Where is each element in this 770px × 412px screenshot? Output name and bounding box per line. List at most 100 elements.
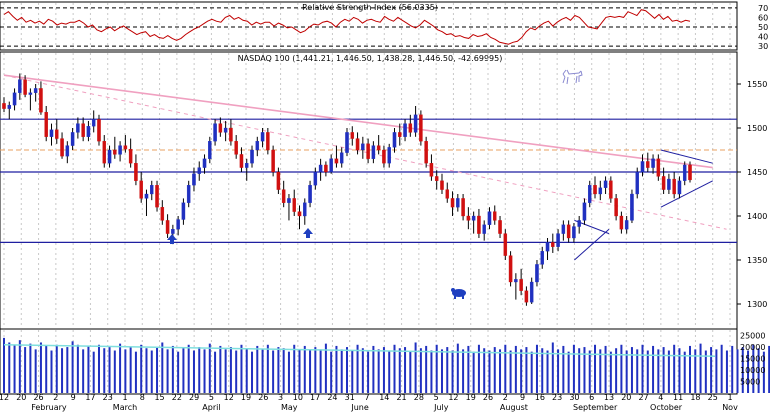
volume-bar [87,345,90,393]
volume-average [3,344,716,358]
candle-body [271,149,275,173]
volume-bar [551,342,554,393]
volume-bar [404,347,407,393]
volume-bar [456,343,459,393]
volume-bar [620,344,623,393]
candle-body [355,138,360,151]
volume-bar [330,351,333,393]
volume-bar [578,348,581,393]
volume-bar [747,350,750,393]
x-day-label: 4 [658,393,663,402]
x-month-label: August [500,403,528,412]
volume-bar [150,350,153,393]
x-day-label: 23 [103,393,113,402]
volume-bar [715,349,718,393]
volume-bar [731,345,734,393]
candle-body [345,132,349,153]
bull-icon [562,69,583,85]
candle-body [107,149,112,164]
bear-icon [451,288,466,299]
volume-bar [414,342,417,393]
candle-body [97,119,101,142]
volume-bar [499,349,502,393]
volume-bar [372,345,375,393]
volume-bar [725,350,728,393]
volume-bar [530,351,533,393]
candle-body [281,189,286,203]
candle-body [561,224,566,234]
volume-bar [277,347,280,393]
x-month-label: October [650,403,683,412]
x-day-label: 19 [466,393,476,402]
volume-bar [462,349,465,393]
candle-body [165,220,170,234]
volume-bar [382,347,385,393]
volume-bar [303,345,306,393]
volume-bar [467,345,470,393]
x-day-label: 19 [241,393,251,402]
x-day-label: 29 [189,393,199,402]
volume-bar [3,337,5,393]
volume-bar [92,351,95,393]
candle-body [529,281,534,303]
volume-bar [240,344,243,393]
volume-bar [710,347,713,393]
candle-body [493,211,497,221]
volume-bar [367,351,370,393]
volume-bar [346,347,348,393]
candle-body [118,145,122,155]
volume-bar [108,347,111,393]
x-day-label: 12 [224,393,234,402]
volume-bar [699,343,702,393]
candle-body [218,123,223,133]
candle-body [303,202,307,217]
x-day-label: 3 [278,393,283,402]
candle-body [128,148,133,164]
volume-bar [256,345,259,393]
candle-body [640,161,645,173]
volume-y-axis: 5000 10000 15000 20000 25000 [740,332,765,387]
volume-bar [446,347,449,393]
candle-body [672,178,676,195]
x-month-label: February [31,403,67,412]
volume-bars [3,337,770,393]
candle-body [392,132,397,148]
volume-bar [129,347,132,393]
candle-body [667,178,671,190]
volume-bar [741,347,744,393]
candle-body [603,180,608,188]
candle-body [482,224,486,234]
candle-body [619,215,624,230]
volume-bar [641,344,644,393]
x-day-label: 8 [140,393,145,402]
volume-bar [272,350,275,393]
candle-body [514,279,518,283]
volume-bar [472,351,475,393]
volume-bar [604,345,607,393]
volume-bar [8,342,11,393]
price-tick-label: 1400 [747,212,767,221]
volume-bar [13,344,16,393]
volume-bar [657,349,660,393]
candle-body [2,103,6,109]
candle-body [318,164,323,173]
volume-bar [266,344,269,393]
candle-body [630,193,634,221]
candle-body [202,158,207,168]
volume-bar [356,344,359,393]
rsi-frame [0,1,738,51]
volume-bar [50,350,53,393]
volume-bar [609,351,612,393]
candle-body [461,198,465,217]
volume-bar [477,344,480,393]
volume-bar [572,344,575,393]
x-month-label: April [202,403,220,412]
volume-bar [398,348,401,393]
volume-panel: 5000 10000 15000 20000 25000 [0,328,770,395]
x-day-label: 11 [673,393,683,402]
volume-tick-label: 25000 [740,332,765,341]
volume-bar [504,344,507,393]
candle-body [551,242,555,247]
